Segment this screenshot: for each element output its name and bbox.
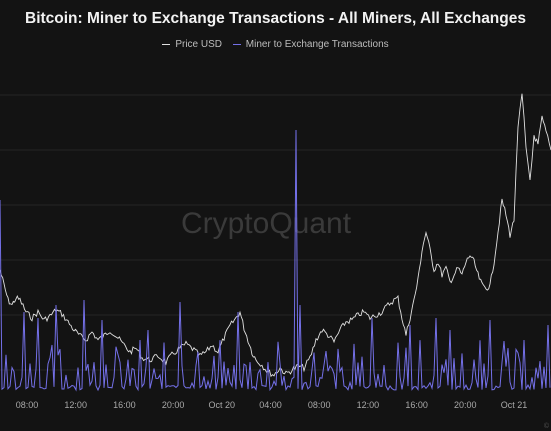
x-axis: 08:00 12:00 16:00 20:00 Oct 20 04:00 08:00 12:0…: [16, 400, 528, 410]
x-tick-label: 20:00: [162, 400, 185, 410]
x-tick-label: 12:00: [357, 400, 380, 410]
transactions-series: [0, 129, 551, 392]
legend-label-transactions: Miner to Exchange Transactions: [245, 38, 389, 50]
x-tick-label: 12:00: [64, 400, 87, 410]
chart-legend: Price USD Miner to Exchange Transactions: [0, 37, 551, 50]
grid-lines: [0, 94, 551, 371]
x-tick-label: Oct 21: [501, 400, 528, 410]
legend-swatch-price: [162, 43, 171, 45]
x-tick-label: 20:00: [454, 400, 477, 410]
x-tick-label: 08:00: [16, 400, 39, 410]
legend-label-price: Price USD: [175, 38, 223, 50]
watermark: CryptoQuant: [181, 207, 352, 240]
legend-swatch-transactions: [232, 43, 241, 45]
x-tick-label: 04:00: [259, 400, 282, 410]
chart-title: Bitcoin: Miner to Exchange Transactions …: [25, 10, 526, 27]
x-tick-label: 16:00: [405, 400, 428, 410]
transactions-line: [0, 129, 551, 392]
legend-item-price[interactable]: Price USD: [162, 39, 222, 50]
x-tick-label: 16:00: [113, 400, 136, 410]
x-tick-label: Oct 20: [209, 400, 236, 410]
footer-mark: ©: [543, 423, 549, 430]
x-tick-label: 08:00: [308, 400, 331, 410]
legend-item-transactions[interactable]: Miner to Exchange Transactions: [232, 38, 389, 50]
